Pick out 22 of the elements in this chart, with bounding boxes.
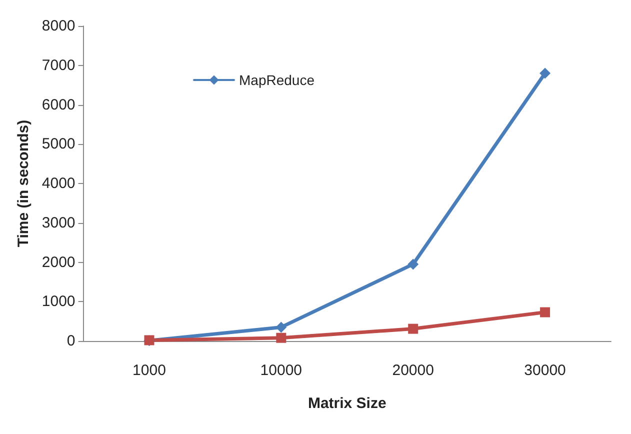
point bbox=[276, 322, 287, 333]
point bbox=[540, 68, 551, 79]
y-tick-label: 2000 bbox=[42, 254, 76, 271]
y-tick-label: 0 bbox=[66, 332, 76, 350]
y-tick-label: 7000 bbox=[42, 56, 76, 74]
x-tick-label: 30000 bbox=[524, 362, 566, 379]
y-tick-label: 1000 bbox=[42, 293, 76, 310]
legend-label: MapReduce bbox=[239, 72, 315, 88]
x-tick-label: 1000 bbox=[132, 362, 166, 379]
y-tick-label: 6000 bbox=[42, 96, 76, 114]
x-axis-title: Matrix Size bbox=[308, 395, 386, 412]
y-tick-label: 5000 bbox=[42, 136, 76, 153]
point bbox=[408, 324, 418, 334]
y-tick-label: 3000 bbox=[42, 214, 76, 232]
point bbox=[540, 307, 550, 318]
y-tick-label: 8000 bbox=[42, 18, 76, 34]
point bbox=[276, 332, 286, 343]
y-axis-title: Time (in seconds) bbox=[15, 120, 32, 248]
point bbox=[408, 258, 419, 270]
y-tick-label: 4000 bbox=[42, 175, 76, 192]
x-tick-label: 20000 bbox=[392, 362, 434, 379]
x-tick-label: 10000 bbox=[260, 362, 302, 379]
